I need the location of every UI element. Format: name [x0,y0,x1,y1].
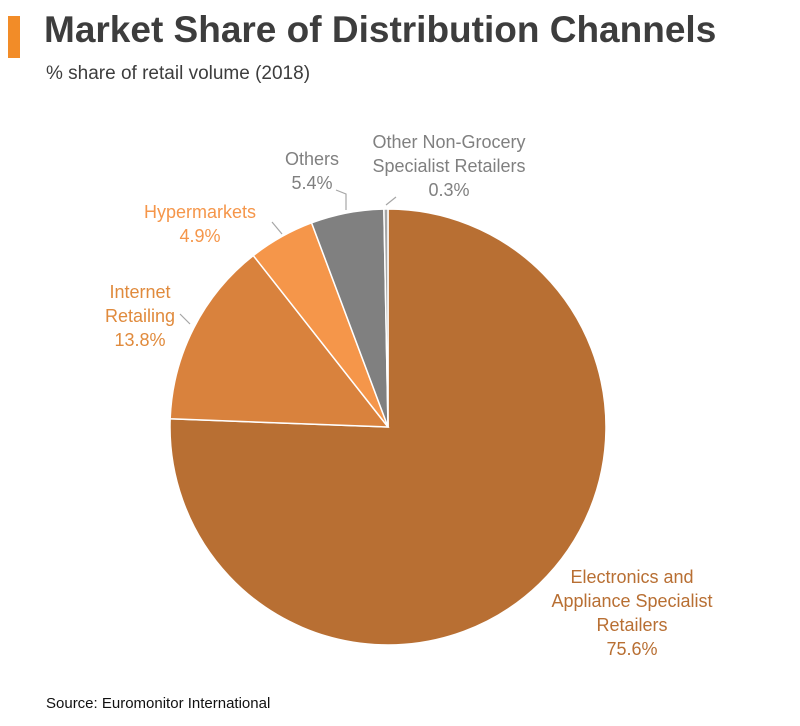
slice-value-label: 5.4% [291,173,332,193]
slice-value-label: 75.6% [606,639,657,659]
slice-name-label: Retailing [105,306,175,326]
slice-name-label: Internet [109,282,170,302]
slice-label: Other Non-Grocery Specialist Retailers 0.3… [372,132,525,200]
slice-name-label: Appliance Specialist [551,591,712,611]
slice-value-label: 0.3% [428,180,469,200]
pie-slice [169,254,390,428]
leader-line [385,196,397,206]
pie-chart: Electronics and Appliance Specialist Retai… [105,132,713,659]
slice-label: Hypermarkets 4.9% [144,202,256,246]
slice-name-label: Retailers [596,615,667,635]
slice-name-label: Hypermarkets [144,202,256,222]
slice-label: Internet Retailing 13.8% [105,282,175,350]
chart-subtitle: % share of retail volume (2018) [46,63,311,84]
leader-line [179,313,191,325]
slice-value-label: 4.9% [179,226,220,246]
pie-slice [383,208,389,428]
slice-value-label: 13.8% [114,330,165,350]
slice-label: Electronics and Appliance Specialist Retai… [551,567,712,659]
source-note: Source: Euromonitor International [46,695,271,712]
leader-line [271,221,283,235]
leader-line [335,189,347,210]
slice-name-label: Electronics and [570,567,693,587]
chart-title: Market Share of Distribution Channels [44,9,717,50]
title-accent-bar [8,16,20,58]
slice-name-label: Others [285,149,339,169]
slice-label: Others 5.4% [285,149,339,193]
slice-name-label: Other Non-Grocery [372,132,525,152]
slice-name-label: Specialist Retailers [372,156,525,176]
